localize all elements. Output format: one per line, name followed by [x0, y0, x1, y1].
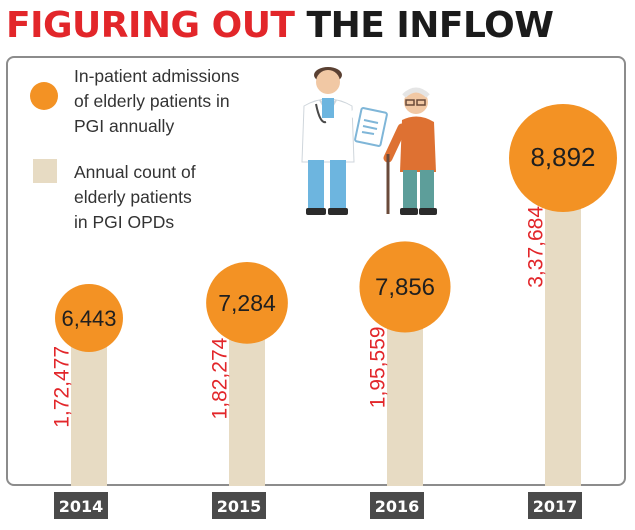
admissions-circle-2015 [206, 261, 288, 344]
legend-admissions-marker [30, 82, 58, 110]
opd-value-2016: 1,95,559 [367, 326, 390, 408]
opd-value-2017: 3,37,684 [525, 206, 548, 288]
opd-bar-2014 [71, 342, 107, 486]
admissions-value-2017: 8,892 [530, 142, 595, 172]
circles-layer: 6,443 7,284 7,856 8,892 [55, 104, 617, 352]
year-box-2016 [370, 492, 424, 519]
legend-opd-line-2: elderly patients [74, 187, 192, 207]
legend-opd-text: Annual count of elderly patients in PGI … [74, 160, 196, 235]
doctor-elderly-patient-illustration [301, 67, 437, 215]
admissions-circle-2017 [509, 104, 617, 212]
chart-title: FIGURING OUT THE INFLOW [6, 2, 554, 50]
year-label-2015: 2015 [217, 497, 262, 516]
legend-opd-line-3: in PGI OPDs [74, 212, 175, 232]
year-label-2016: 2016 [375, 497, 420, 516]
opd-bar-2016 [387, 322, 423, 486]
opd-value-2014: 1,72,477 [51, 346, 74, 428]
chart-frame [6, 56, 626, 486]
legend-admissions-line-1: In-patient admissions [74, 66, 240, 86]
bars-layer [71, 202, 581, 486]
year-label-2017: 2017 [533, 497, 578, 516]
year-box-2014 [54, 492, 108, 519]
elderly-patient-icon [383, 87, 437, 215]
year-box-2017 [528, 492, 582, 519]
opd-bar-2017 [545, 202, 581, 486]
legend-opd-marker [33, 159, 57, 183]
year-label-2014: 2014 [59, 497, 104, 516]
admissions-circle-2016 [359, 241, 451, 333]
admissions-value-2014: 6,443 [61, 306, 116, 331]
title-part-1: FIGURING OUT [6, 5, 295, 46]
clipboard-icon [354, 107, 388, 147]
year-box-2015 [212, 492, 266, 519]
opd-value-2015: 1,82,274 [209, 337, 232, 419]
doctor-icon [301, 67, 378, 215]
bar-labels-layer: 1,72,477 1,82,274 1,95,559 3,37,684 [51, 206, 548, 428]
opd-bar-2015 [229, 333, 265, 486]
year-labels-layer: 2014 2015 2016 2017 [54, 492, 582, 519]
title-part-2: THE INFLOW [306, 5, 554, 46]
legend-admissions-text: In-patient admissions of elderly patient… [74, 64, 239, 139]
legend-admissions-line-3: PGI annually [74, 116, 175, 136]
admissions-circle-2014 [55, 284, 123, 352]
legend-opd-line-1: Annual count of [74, 162, 196, 182]
legend-admissions-line-2: of elderly patients in [74, 91, 230, 111]
admissions-value-2016: 7,856 [375, 274, 435, 301]
admissions-value-2015: 7,284 [218, 290, 276, 316]
